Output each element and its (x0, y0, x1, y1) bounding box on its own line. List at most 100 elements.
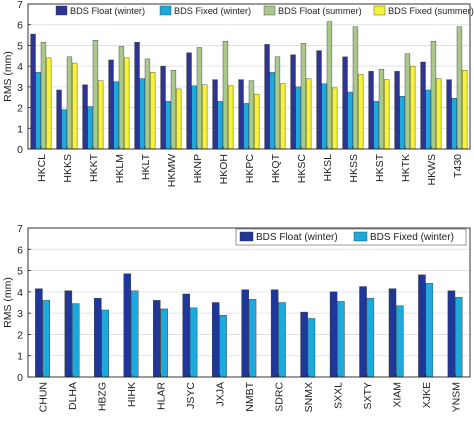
bar-jsyc-2 (189, 307, 198, 378)
bar-hkqt-1 (264, 44, 270, 150)
bar-hkss-3 (352, 26, 359, 150)
bar-hksl-4 (332, 87, 338, 150)
bar-jsyc-1 (182, 293, 190, 378)
x-tick-label: HIHK (126, 382, 138, 407)
legend-swatch (373, 5, 386, 16)
bar-hkws-3 (430, 41, 437, 150)
x-tick-label: XJKE (421, 382, 433, 408)
bar-hksl-3 (326, 21, 333, 150)
x-tick-label: HKWS (426, 154, 438, 186)
chart-panel-1: 0 1 2 3 4 5 6 7 RMS (mm) HKCL HKKS HKKT HKLM HKLT HKMW… (2, 0, 474, 187)
bar-hihk-1 (123, 273, 132, 378)
y-tick-label: 1 (17, 351, 23, 363)
bar-dlha-1 (64, 290, 73, 378)
x-tick-label: HKKS (62, 154, 74, 183)
bar-chun-1 (35, 288, 43, 378)
legend-label: BDS Fixed (winter) (370, 232, 454, 243)
x-tick-label: CHUN (38, 382, 50, 412)
bar-hkqt-2 (269, 72, 275, 150)
bar-hkcl-3 (40, 42, 47, 150)
y-tick-label: 7 (17, 0, 23, 11)
bar-hkst-3 (378, 69, 385, 150)
bar-hknp-1 (186, 52, 192, 150)
legend-label: BDS Float (winter) (70, 6, 145, 16)
bar-hkkt-2 (87, 106, 93, 150)
bar-hksc-4 (306, 78, 312, 150)
bar-hkks-2 (61, 109, 67, 150)
y-tick-label: 4 (17, 287, 23, 299)
bar-jxja-1 (211, 302, 220, 378)
bar-xiam-1 (388, 288, 397, 378)
bar-hkws-4 (436, 78, 442, 150)
y-tick-label: 6 (17, 20, 23, 32)
y-tick-label: 2 (17, 329, 23, 341)
x-tick-label: HKMW (166, 154, 178, 187)
bar-hkoh-2 (217, 101, 223, 150)
bar-hksc-2 (295, 86, 301, 150)
x-tick-label: DLHA (67, 382, 79, 410)
bar-sdrc-1 (270, 289, 279, 378)
legend-label: BDS Fixed (summer) (388, 6, 474, 16)
bar-hkmw-4 (175, 88, 182, 150)
bar-sxxl-2 (337, 301, 345, 378)
x-tick-label: YNSM (450, 382, 462, 412)
x-tick-label: HKLM (114, 154, 126, 183)
legend: BDS Float (winter) BDS Fixed (winter) BDS … (55, 5, 474, 16)
bar-hkss-2 (347, 91, 353, 150)
x-tick-label: HBZG (97, 382, 109, 411)
y-axis-label: RMS (mm) (2, 277, 14, 328)
legend-box (235, 228, 467, 246)
bar-hklm-2 (113, 81, 119, 150)
y-tick-label: 1 (17, 123, 23, 135)
bar-hksl-1 (316, 50, 322, 150)
bar-sxty-1 (359, 286, 367, 378)
bar-snmx-1 (300, 311, 308, 378)
bar-hkks-1 (56, 89, 62, 150)
y-tick-label: 7 (17, 223, 23, 235)
x-tick-label: SXXL (332, 382, 344, 409)
bar-hlar-1 (153, 300, 161, 378)
x-tick-label: HKST (374, 153, 386, 182)
bar-hkst-1 (368, 71, 374, 150)
bar-hkqt-4 (280, 83, 286, 150)
bar-hkmw-2 (165, 101, 171, 150)
bar-hkqt-3 (274, 56, 281, 150)
bar-hkoh-4 (227, 85, 234, 150)
bar-hkpc-2 (243, 103, 249, 150)
bar-hkks-4 (71, 62, 78, 150)
y-tick-label: 3 (17, 308, 23, 320)
x-tick-label: T430 (452, 154, 464, 178)
bar-hkcl-2 (35, 72, 41, 150)
bar-nmbt-1 (241, 289, 249, 378)
bar-hkpc-3 (248, 80, 255, 150)
bar-hbzg-2 (101, 309, 109, 378)
legend-swatch (263, 5, 276, 16)
plot-frame (27, 227, 471, 378)
bar-xjke-2 (425, 283, 434, 378)
x-tick-label: NMBT (244, 381, 256, 411)
bar-hkkt-3 (92, 40, 99, 150)
x-tick-label: SDRC (273, 382, 285, 412)
x-tick-label: HKPC (244, 154, 256, 184)
y-tick-label: 4 (17, 61, 23, 73)
x-tick-label: HKQT (270, 153, 282, 183)
bar-hktk-3 (404, 53, 411, 150)
bar-hkws-2 (425, 89, 431, 150)
legend-swatch (55, 5, 68, 16)
bar-hkws-1 (420, 61, 426, 150)
bar-hihk-2 (130, 290, 139, 378)
bar-hkkt-1 (82, 84, 88, 150)
x-tick-label: HKSC (296, 154, 308, 184)
bar-hksl-2 (321, 83, 327, 150)
bar-chun-2 (42, 300, 51, 378)
bar-hkpc-4 (253, 93, 260, 150)
legend-label: BDS Float (winter) (256, 232, 338, 243)
bar-hknp-4 (201, 84, 208, 150)
y-tick-label: 5 (17, 40, 23, 52)
bar-ynsm-2 (455, 296, 463, 378)
bar-dlha-2 (71, 303, 80, 378)
bar-hknp-3 (196, 47, 203, 150)
bar-hkkt-4 (97, 80, 104, 150)
bar-hklm-3 (118, 46, 125, 150)
